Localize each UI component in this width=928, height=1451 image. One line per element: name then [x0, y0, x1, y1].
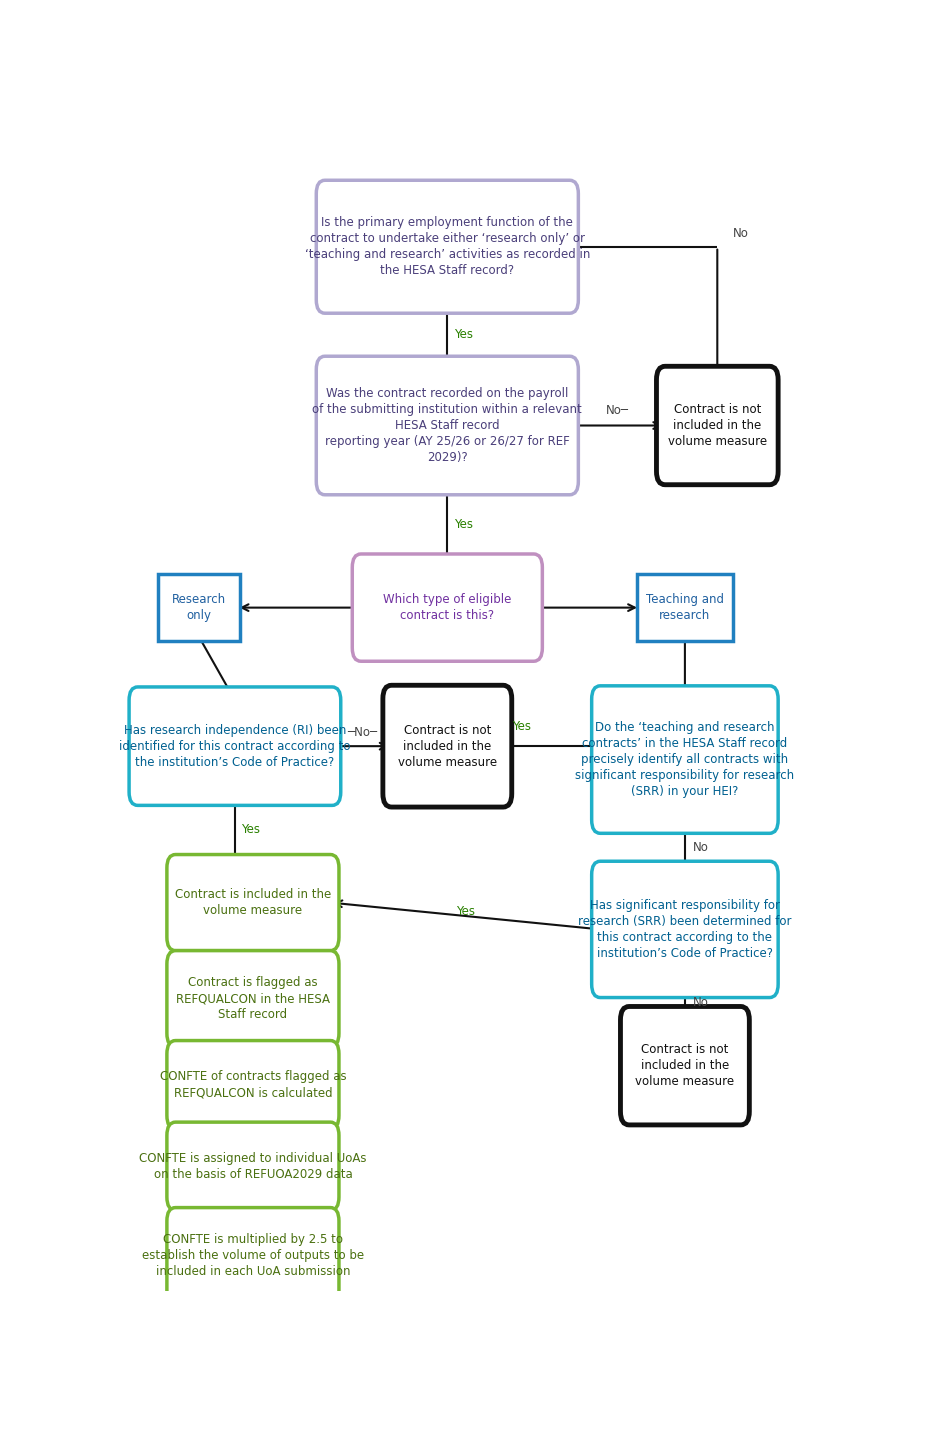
Text: Has significant responsibility for
research (SRR) been determined for
this contr: Has significant responsibility for resea… [577, 900, 791, 961]
Text: Do the ‘teaching and research
contracts’ in the HESA Staff record
precisely iden: Do the ‘teaching and research contracts’… [574, 721, 793, 798]
Text: No─: No─ [605, 405, 628, 418]
FancyBboxPatch shape [637, 575, 732, 641]
FancyBboxPatch shape [167, 1122, 339, 1210]
FancyBboxPatch shape [656, 366, 778, 485]
Text: CONFTE is multiplied by 2.5 to
establish the volume of outputs to be
included in: CONFTE is multiplied by 2.5 to establish… [142, 1233, 364, 1278]
Text: Contract is not
included in the
volume measure: Contract is not included in the volume m… [397, 724, 496, 769]
FancyBboxPatch shape [158, 575, 239, 641]
Text: Yes: Yes [453, 518, 472, 531]
Text: Yes: Yes [456, 905, 474, 918]
FancyBboxPatch shape [129, 686, 341, 805]
FancyBboxPatch shape [167, 950, 339, 1046]
FancyBboxPatch shape [167, 1207, 339, 1303]
FancyBboxPatch shape [316, 357, 578, 495]
Text: Yes: Yes [511, 720, 530, 733]
Text: ─No─: ─No─ [346, 727, 377, 739]
Text: Teaching and
research: Teaching and research [645, 593, 723, 622]
Text: Yes: Yes [453, 328, 472, 341]
FancyBboxPatch shape [352, 554, 542, 662]
Text: Was the contract recorded on the payroll
of the submitting institution within a : Was the contract recorded on the payroll… [312, 387, 582, 464]
Text: Research
only: Research only [172, 593, 226, 622]
Text: No: No [731, 226, 747, 239]
Text: Yes: Yes [241, 824, 260, 836]
Text: Is the primary employment function of the
contract to undertake either ‘research: Is the primary employment function of th… [304, 216, 589, 277]
FancyBboxPatch shape [167, 1040, 339, 1129]
Text: Has research independence (RI) been
identified for this contract according to
th: Has research independence (RI) been iden… [119, 724, 350, 769]
Text: Contract is included in the
volume measure: Contract is included in the volume measu… [174, 888, 330, 917]
Text: Contract is flagged as
REFQUALCON in the HESA
Staff record: Contract is flagged as REFQUALCON in the… [175, 977, 329, 1022]
Text: Which type of eligible
contract is this?: Which type of eligible contract is this? [382, 593, 511, 622]
Text: No: No [692, 840, 708, 853]
Text: No: No [692, 995, 708, 1008]
FancyBboxPatch shape [620, 1007, 749, 1125]
FancyBboxPatch shape [167, 855, 339, 950]
Text: CONFTE is assigned to individual UoAs
on the basis of REFUOA2029 data: CONFTE is assigned to individual UoAs on… [139, 1152, 367, 1181]
Text: Contract is not
included in the
volume measure: Contract is not included in the volume m… [667, 403, 766, 448]
Text: CONFTE of contracts flagged as
REFQUALCON is calculated: CONFTE of contracts flagged as REFQUALCO… [160, 1071, 346, 1100]
FancyBboxPatch shape [591, 862, 778, 997]
Text: Contract is not
included in the
volume measure: Contract is not included in the volume m… [635, 1043, 734, 1088]
FancyBboxPatch shape [316, 180, 578, 313]
FancyBboxPatch shape [382, 685, 511, 807]
FancyBboxPatch shape [591, 686, 778, 833]
